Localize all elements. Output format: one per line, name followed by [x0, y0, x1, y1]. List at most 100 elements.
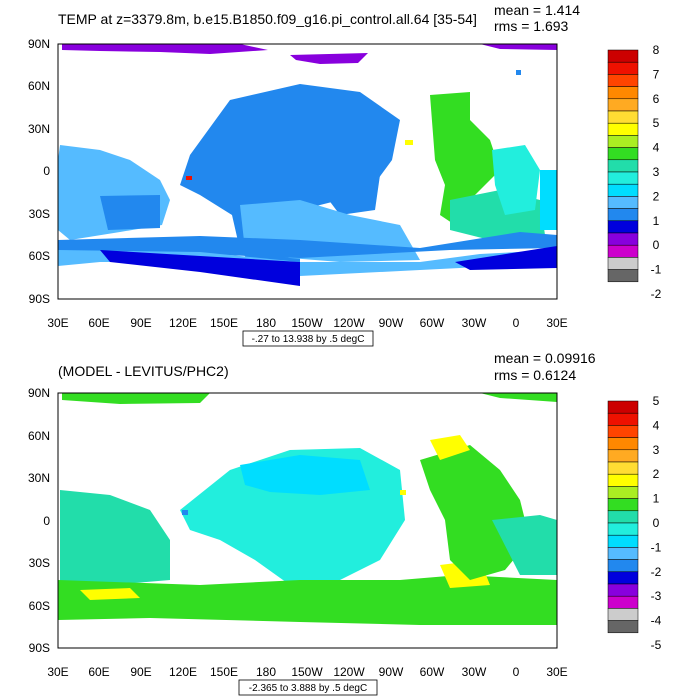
panel-top-range-box [242, 330, 374, 347]
colorbar-swatch [607, 534, 639, 548]
colorbar-label: 5 [653, 116, 660, 130]
colorbar-label: 7 [653, 67, 660, 81]
colorbar-swatch [607, 269, 639, 283]
colorbar-swatch [607, 583, 639, 597]
colorbar-swatch [607, 620, 639, 634]
x-tick-label: 30E [47, 665, 68, 679]
colorbar-swatch [607, 559, 639, 573]
panel-bottom-map [58, 393, 557, 625]
colorbar-swatch [607, 412, 639, 426]
x-tick-label: 30W [462, 665, 487, 679]
x-tick-label: 60E [88, 316, 109, 330]
panel-top-title: TEMP at z=3379.8m, b.e15.B1850.f09_g16.p… [58, 11, 477, 27]
colorbar-swatch [607, 232, 639, 246]
atlantic-ocean-field [492, 145, 540, 215]
y-tick-label: 30N [28, 122, 50, 136]
colorbar-label: 3 [653, 443, 660, 457]
patch [516, 70, 521, 75]
colorbar-label: 2 [653, 467, 660, 481]
atlantic-ocean-field [492, 515, 557, 575]
colorbar-swatch [607, 244, 639, 258]
panel-bottom-rms: rms = 0.6124 [494, 367, 576, 383]
indian-ocean-field [100, 195, 160, 230]
patch [182, 510, 188, 515]
colorbar-swatch [607, 437, 639, 451]
colorbar-swatch [607, 498, 639, 512]
pacific-ocean-field [180, 84, 400, 275]
colorbar-label: 4 [653, 418, 660, 432]
colorbar-swatch [607, 425, 639, 438]
colorbar-swatch [607, 486, 639, 499]
panel-top-colorbar: 8 7 6 5 4 3 2 1 0 -1 -2 [607, 43, 662, 301]
colorbar-swatch [607, 49, 639, 63]
panel-bottom-title: (MODEL - LEVITUS/PHC2) [58, 363, 229, 379]
x-tick-label: 90E [130, 665, 151, 679]
colorbar-label: 0 [653, 516, 660, 530]
colorbar-label: -2 [651, 565, 662, 579]
colorbar-label: -1 [651, 263, 662, 277]
colorbar-label: 6 [653, 92, 660, 106]
arctic-region [290, 53, 368, 64]
y-tick-label: 30N [28, 471, 50, 485]
x-tick-label: 90W [379, 665, 404, 679]
colorbar-swatch [607, 522, 639, 536]
panel-top-frame [57, 43, 558, 300]
y-tick-label: 90N [28, 386, 50, 400]
x-tick-label: 30E [47, 316, 68, 330]
colorbar-swatch [607, 473, 639, 487]
x-tick-label: 0 [513, 665, 520, 679]
x-tick-label: 60E [88, 665, 109, 679]
colorbar-swatch [607, 571, 639, 585]
colorbar-swatch [607, 461, 639, 475]
y-tick-label: 0 [43, 514, 50, 528]
y-tick-label: 60N [28, 79, 50, 93]
colorbar-swatch [607, 400, 639, 414]
y-tick-label: 90N [28, 37, 50, 51]
colorbar-swatch [607, 98, 639, 112]
y-tick-label: 0 [43, 164, 50, 178]
colorbar-swatch [607, 74, 639, 87]
patch [400, 490, 406, 495]
y-tick-label: 90S [29, 292, 50, 306]
colorbar-label: -2 [651, 287, 662, 301]
colorbar-swatch [607, 86, 639, 100]
arctic-region [62, 393, 210, 404]
x-tick-label: 150E [210, 665, 238, 679]
x-tick-label: 0 [513, 316, 520, 330]
southern-ocean-deep [100, 250, 300, 286]
colorbar-label: 0 [653, 238, 660, 252]
y-tick-label: 30S [29, 556, 50, 570]
panel-bottom-range-label: -2.365 to 3.888 by .5 degC [249, 683, 367, 694]
indian-ocean-field [60, 490, 170, 590]
colorbar-swatch [607, 257, 639, 270]
southern-ocean-field [58, 575, 557, 625]
colorbar-swatch [607, 547, 639, 560]
panel-top: TEMP at z=3379.8m, b.e15.B1850.f09_g16.p… [28, 2, 662, 347]
x-tick-label: 30E [546, 316, 567, 330]
colorbar-swatch [607, 110, 639, 124]
x-tick-label: 120W [333, 316, 365, 330]
panel-bottom-mean: mean = 0.09916 [494, 350, 596, 366]
y-tick-label: 90S [29, 641, 50, 655]
colorbar-swatch [607, 208, 639, 222]
warm-patch [430, 435, 470, 460]
x-tick-label: 120E [169, 316, 197, 330]
colorbar-label: 5 [653, 394, 660, 408]
panel-top-range-label: -.27 to 13.938 by .5 degC [252, 334, 365, 345]
x-tick-label: 60W [420, 316, 445, 330]
panel-top-rms: rms = 1.693 [494, 18, 569, 34]
x-tick-label: 120E [169, 665, 197, 679]
colorbar-swatch [607, 61, 639, 75]
arctic-region [62, 44, 268, 54]
colorbar-label: 4 [653, 141, 660, 155]
colorbar-swatch [607, 135, 639, 148]
colorbar-swatch [607, 220, 639, 234]
colorbar-swatch [607, 510, 639, 524]
x-tick-label: 150W [291, 316, 323, 330]
colorbar-label: -1 [651, 540, 662, 554]
colorbar-swatch [607, 159, 639, 173]
x-tick-label: 30W [462, 316, 487, 330]
warm-patch [186, 176, 192, 180]
atlantic-ocean-field [540, 170, 557, 230]
